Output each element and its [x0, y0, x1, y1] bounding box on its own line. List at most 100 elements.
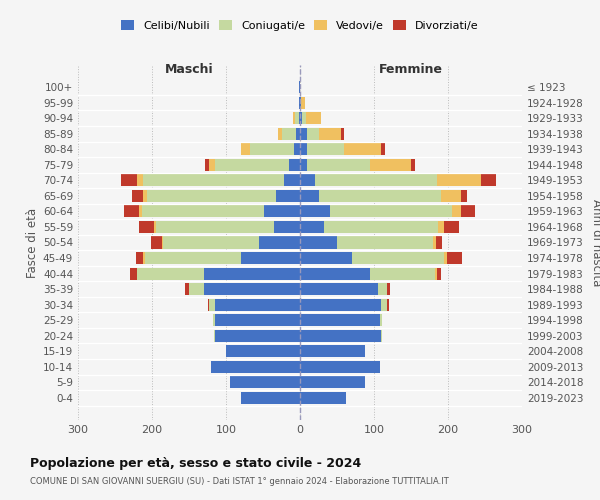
Bar: [382, 144, 385, 156]
Bar: [300, 283, 378, 295]
Bar: [215, 314, 300, 326]
Bar: [481, 174, 496, 186]
Bar: [300, 252, 352, 264]
Bar: [296, 128, 300, 140]
Bar: [137, 174, 143, 186]
Bar: [215, 159, 289, 171]
Bar: [300, 268, 370, 280]
Text: COMUNE DI SAN GIOVANNI SUERGIU (SU) - Dati ISTAT 1° gennaio 2024 - Elaborazione : COMUNE DI SAN GIOVANNI SUERGIU (SU) - Da…: [30, 478, 449, 486]
Bar: [265, 206, 300, 218]
Bar: [329, 206, 452, 218]
Bar: [300, 159, 307, 171]
Bar: [437, 268, 440, 280]
Bar: [307, 128, 319, 140]
Bar: [300, 128, 307, 140]
Bar: [274, 221, 300, 233]
Bar: [300, 174, 315, 186]
Bar: [142, 206, 265, 218]
Bar: [307, 144, 344, 156]
Bar: [226, 345, 300, 358]
Bar: [289, 159, 300, 171]
Bar: [294, 144, 300, 156]
Bar: [136, 252, 143, 264]
Bar: [386, 283, 390, 295]
Bar: [300, 236, 337, 248]
Bar: [284, 174, 300, 186]
Bar: [230, 376, 300, 388]
Bar: [300, 190, 319, 202]
Bar: [452, 206, 461, 218]
Bar: [388, 298, 389, 310]
Bar: [352, 252, 444, 264]
Bar: [209, 298, 215, 310]
Bar: [278, 128, 281, 140]
Bar: [137, 268, 204, 280]
Bar: [215, 330, 300, 342]
Bar: [277, 190, 300, 202]
Bar: [447, 252, 462, 264]
Bar: [299, 81, 300, 94]
Bar: [378, 283, 386, 295]
Y-axis label: Fasce di età: Fasce di età: [26, 208, 39, 278]
Bar: [306, 112, 321, 124]
Bar: [319, 128, 341, 140]
Bar: [156, 221, 274, 233]
Bar: [121, 174, 137, 186]
Bar: [132, 190, 143, 202]
Bar: [130, 268, 137, 280]
Legend: Celibi/Nubili, Coniugati/e, Vedovi/e, Divorziati/e: Celibi/Nubili, Coniugati/e, Vedovi/e, Di…: [117, 16, 483, 35]
Text: Popolazione per età, sesso e stato civile - 2024: Popolazione per età, sesso e stato civil…: [30, 458, 361, 470]
Bar: [461, 206, 475, 218]
Bar: [300, 112, 302, 124]
Bar: [161, 236, 163, 248]
Bar: [281, 128, 296, 140]
Bar: [433, 236, 436, 248]
Bar: [189, 283, 204, 295]
Bar: [300, 360, 380, 373]
Bar: [293, 112, 295, 124]
Bar: [382, 298, 388, 310]
Bar: [204, 268, 300, 280]
Bar: [461, 190, 467, 202]
Bar: [444, 252, 447, 264]
Bar: [300, 144, 307, 156]
Bar: [211, 360, 300, 373]
Bar: [300, 314, 380, 326]
Bar: [295, 112, 299, 124]
Bar: [299, 112, 300, 124]
Bar: [300, 298, 382, 310]
Bar: [300, 96, 301, 109]
Bar: [436, 236, 442, 248]
Bar: [143, 252, 145, 264]
Bar: [319, 190, 440, 202]
Bar: [380, 314, 382, 326]
Text: Femmine: Femmine: [379, 64, 443, 76]
Bar: [300, 376, 365, 388]
Bar: [250, 144, 294, 156]
Bar: [205, 159, 209, 171]
Bar: [214, 330, 215, 342]
Bar: [437, 174, 481, 186]
Bar: [300, 206, 329, 218]
Bar: [370, 159, 411, 171]
Bar: [411, 159, 415, 171]
Bar: [301, 96, 305, 109]
Bar: [302, 112, 306, 124]
Bar: [299, 96, 300, 109]
Bar: [209, 159, 215, 171]
Bar: [439, 221, 444, 233]
Bar: [143, 174, 284, 186]
Bar: [215, 298, 300, 310]
Bar: [139, 206, 142, 218]
Bar: [204, 283, 300, 295]
Bar: [315, 174, 437, 186]
Bar: [139, 221, 154, 233]
Bar: [436, 268, 437, 280]
Bar: [341, 128, 344, 140]
Bar: [344, 144, 382, 156]
Bar: [300, 221, 323, 233]
Bar: [212, 314, 215, 326]
Bar: [370, 268, 436, 280]
Bar: [208, 298, 209, 310]
Bar: [145, 252, 241, 264]
